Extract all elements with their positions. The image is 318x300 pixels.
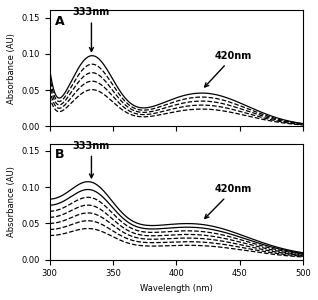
Text: 333nm: 333nm bbox=[73, 141, 110, 178]
Text: B: B bbox=[55, 148, 64, 161]
Text: 333nm: 333nm bbox=[73, 8, 110, 51]
Y-axis label: Absorbance (AU): Absorbance (AU) bbox=[7, 166, 16, 237]
Text: 420nm: 420nm bbox=[205, 51, 252, 87]
Text: 420nm: 420nm bbox=[205, 184, 252, 218]
Text: A: A bbox=[55, 15, 64, 28]
Y-axis label: Absorbance (AU): Absorbance (AU) bbox=[7, 33, 16, 104]
X-axis label: Wavelength (nm): Wavelength (nm) bbox=[140, 284, 213, 293]
